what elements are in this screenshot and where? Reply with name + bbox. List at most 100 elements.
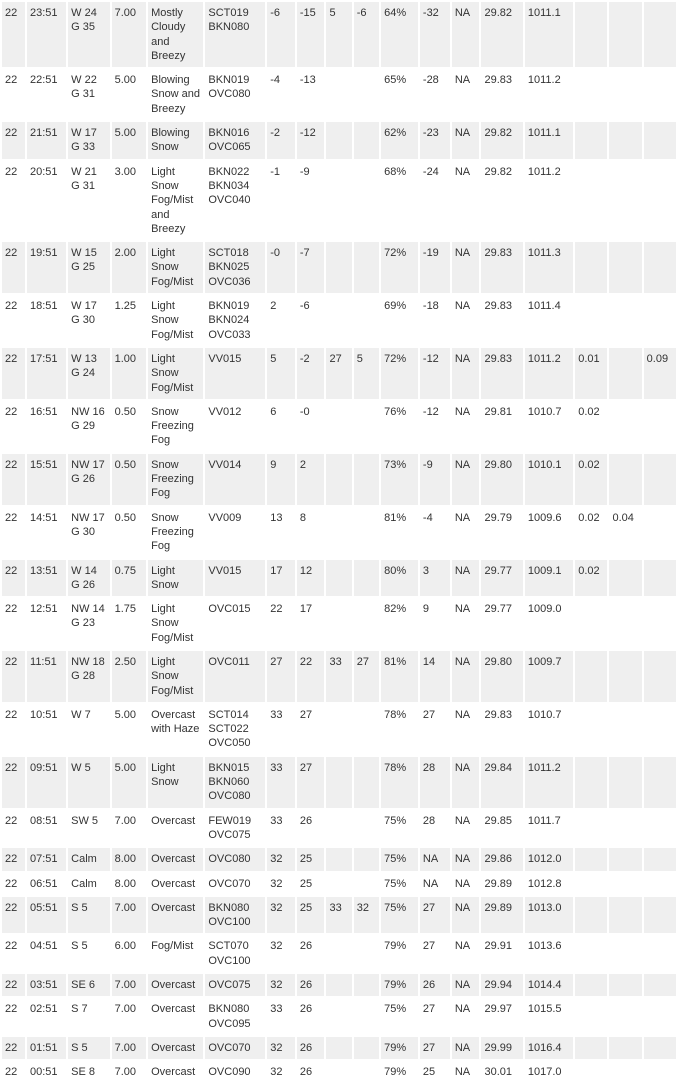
table-cell: 22 [2, 651, 25, 702]
table-cell [644, 873, 676, 895]
table-cell: 29.80 [481, 651, 522, 702]
table-cell: 17:51 [27, 348, 66, 399]
table-cell: -2 [267, 122, 295, 159]
table-cell: 5 [354, 348, 379, 399]
table-cell: -19 [420, 242, 450, 293]
table-cell: 1009.1 [525, 560, 573, 597]
table-row: 2215:51NW 17 G 260.50Snow Freezing FogVV… [2, 454, 676, 505]
table-cell: 64% [381, 2, 418, 67]
table-cell: 0.50 [112, 401, 147, 452]
table-cell: -32 [420, 2, 450, 67]
table-cell: 11:51 [27, 651, 66, 702]
table-cell: Overcast with Haze [148, 704, 203, 755]
table-cell [575, 897, 607, 934]
table-cell [354, 454, 379, 505]
table-cell: 27 [420, 897, 450, 934]
table-cell: 1009.6 [525, 507, 573, 558]
table-cell: 32 [267, 935, 295, 972]
table-cell [644, 161, 676, 240]
table-cell: Light Snow [148, 757, 203, 808]
table-cell [575, 69, 607, 120]
table-cell: 1012.8 [525, 873, 573, 895]
table-cell: 01:51 [27, 1037, 66, 1059]
table-cell: 81% [381, 651, 418, 702]
table-cell: 22 [2, 598, 25, 649]
table-row: 2222:51W 22 G 315.00Blowing Snow and Bre… [2, 69, 676, 120]
table-cell: 33 [326, 897, 351, 934]
table-cell [644, 704, 676, 755]
table-cell: Overcast [148, 873, 203, 895]
table-cell: Blowing Snow and Breezy [148, 69, 203, 120]
table-row: 2221:51W 17 G 335.00Blowing SnowBKN016 O… [2, 122, 676, 159]
table-cell [609, 998, 641, 1035]
table-cell [644, 2, 676, 67]
table-cell [575, 704, 607, 755]
table-cell: 80% [381, 560, 418, 597]
table-cell: VV014 [205, 454, 265, 505]
table-cell: 30.01 [481, 1061, 522, 1083]
table-cell [575, 161, 607, 240]
table-cell: 0.02 [575, 454, 607, 505]
table-cell [575, 998, 607, 1035]
table-cell: 29.77 [481, 598, 522, 649]
table-cell: 75% [381, 998, 418, 1035]
table-cell: 22 [2, 242, 25, 293]
table-cell: NA [452, 704, 480, 755]
table-cell: 27 [326, 348, 351, 399]
table-cell: -1 [267, 161, 295, 240]
table-cell: 1.75 [112, 598, 147, 649]
table-cell: -4 [420, 507, 450, 558]
table-row: 2201:51S 57.00OvercastOVC070322679%27NA2… [2, 1037, 676, 1059]
table-cell [644, 1061, 676, 1083]
table-cell: 1013.6 [525, 935, 573, 972]
table-cell: 9 [267, 454, 295, 505]
table-cell [326, 122, 351, 159]
table-cell: NA [452, 757, 480, 808]
table-cell: 22 [2, 161, 25, 240]
table-cell: SCT014 SCT022 OVC050 [205, 704, 265, 755]
table-cell: 22 [2, 897, 25, 934]
table-cell [354, 704, 379, 755]
table-cell [326, 242, 351, 293]
table-cell [354, 560, 379, 597]
table-cell [575, 2, 607, 67]
table-cell: 2.00 [112, 242, 147, 293]
table-row: 2217:51W 13 G 241.00Light Snow Fog/MistV… [2, 348, 676, 399]
table-cell: -13 [297, 69, 325, 120]
table-cell: NA [452, 2, 480, 67]
table-cell: 27 [354, 651, 379, 702]
table-cell: 04:51 [27, 935, 66, 972]
table-cell [326, 69, 351, 120]
table-cell: 7.00 [112, 998, 147, 1035]
table-cell: 26 [420, 974, 450, 996]
table-cell [644, 454, 676, 505]
table-cell: 29.97 [481, 998, 522, 1035]
table-cell: 27 [420, 704, 450, 755]
table-cell: NW 16 G 29 [68, 401, 109, 452]
table-cell [644, 507, 676, 558]
table-cell: Light Snow Fog/Mist [148, 348, 203, 399]
table-cell: Snow Freezing Fog [148, 454, 203, 505]
table-cell: 22 [2, 454, 25, 505]
table-cell [575, 810, 607, 847]
table-cell [354, 810, 379, 847]
table-cell [326, 873, 351, 895]
table-cell: 22 [2, 295, 25, 346]
table-cell: 26 [297, 810, 325, 847]
table-cell: NA [452, 242, 480, 293]
table-cell: 81% [381, 507, 418, 558]
table-row: 2219:51W 15 G 252.00Light Snow Fog/MistS… [2, 242, 676, 293]
table-cell: -0 [267, 242, 295, 293]
table-cell: 29.80 [481, 454, 522, 505]
table-cell: 0.02 [575, 560, 607, 597]
table-cell: 16:51 [27, 401, 66, 452]
table-cell: 9 [420, 598, 450, 649]
table-cell [354, 998, 379, 1035]
table-cell: 79% [381, 935, 418, 972]
table-cell [644, 401, 676, 452]
table-cell [609, 974, 641, 996]
table-cell: 1012.0 [525, 848, 573, 870]
table-cell [326, 161, 351, 240]
table-cell: SCT018 BKN025 OVC036 [205, 242, 265, 293]
table-cell [644, 651, 676, 702]
